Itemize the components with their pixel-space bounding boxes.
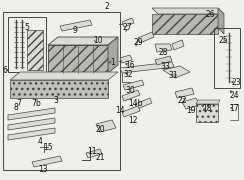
Text: 24: 24 [229,91,239,100]
Polygon shape [122,90,140,101]
Polygon shape [155,44,172,52]
Bar [214,28,240,88]
Text: 13: 13 [38,165,48,174]
Polygon shape [60,20,92,31]
Polygon shape [32,156,62,167]
Text: 1: 1 [111,57,115,66]
Text: 3: 3 [54,96,58,105]
Text: 33: 33 [160,62,170,71]
Polygon shape [122,18,134,27]
Text: 25: 25 [218,35,228,44]
Text: 15: 15 [43,143,53,152]
Bar [48,45,108,73]
Text: 5: 5 [25,22,30,32]
Polygon shape [96,120,116,132]
Text: 26: 26 [205,10,215,19]
Bar [8,17,46,72]
Polygon shape [8,128,55,140]
Text: 8: 8 [14,102,18,111]
Polygon shape [8,108,55,120]
Text: 10: 10 [93,35,103,44]
Polygon shape [8,118,55,130]
Text: 2: 2 [105,1,109,10]
Polygon shape [172,40,184,50]
Bar [27,30,43,70]
Polygon shape [86,149,102,158]
Text: 27: 27 [122,22,132,32]
Polygon shape [108,37,118,73]
Polygon shape [155,56,172,65]
Text: 19: 19 [186,105,196,114]
Text: 23: 23 [231,78,241,87]
Polygon shape [120,62,174,73]
Text: 29: 29 [133,37,143,46]
Text: 18: 18 [202,103,212,112]
Polygon shape [218,8,224,34]
Text: 9: 9 [72,26,77,35]
Polygon shape [48,37,118,45]
Polygon shape [175,88,194,98]
Text: 31: 31 [168,71,178,80]
Text: 30: 30 [125,86,135,94]
Text: 6: 6 [3,66,7,75]
Polygon shape [138,32,154,43]
Text: 32: 32 [123,69,133,78]
Bar [3,12,120,170]
Text: 20: 20 [95,125,105,134]
Polygon shape [196,100,220,104]
Polygon shape [123,80,144,90]
Text: 14b: 14b [128,98,142,107]
Text: 28: 28 [158,48,168,57]
Text: 4: 4 [38,138,42,147]
Text: 11: 11 [87,147,97,156]
Polygon shape [163,66,190,78]
Text: 22: 22 [177,96,187,105]
Polygon shape [182,98,200,109]
Polygon shape [120,55,132,63]
Text: 7b: 7b [31,98,41,107]
Text: 14: 14 [115,105,125,114]
Text: 21: 21 [95,152,105,161]
Polygon shape [122,106,140,117]
Text: 16: 16 [125,60,135,69]
Text: 12: 12 [128,116,138,125]
Text: 17: 17 [229,103,239,112]
Polygon shape [152,8,224,14]
Bar [152,14,218,34]
Polygon shape [10,72,118,80]
Bar [10,80,108,98]
Text: 7: 7 [17,98,21,107]
Bar [196,104,218,122]
Polygon shape [135,98,152,109]
